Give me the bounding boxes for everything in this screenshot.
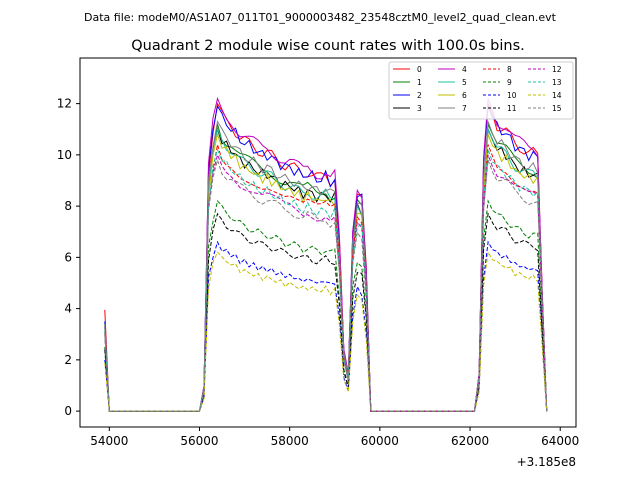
series-line-15 xyxy=(104,158,548,412)
legend-label-13: 13 xyxy=(552,78,562,87)
series-line-1 xyxy=(104,123,548,412)
series-layer xyxy=(104,96,548,412)
y-tick-label: 10 xyxy=(57,148,72,162)
y-tick-label: 8 xyxy=(64,199,72,213)
x-tick-label: 54000 xyxy=(90,434,128,448)
legend-label-7: 7 xyxy=(462,104,467,113)
legend-label-4: 4 xyxy=(462,65,467,74)
y-axis: 0 2 4 6 8 10 12 xyxy=(57,97,80,418)
y-tick-label: 6 xyxy=(64,250,72,264)
legend-label-12: 12 xyxy=(552,65,562,74)
legend-label-8: 8 xyxy=(507,65,512,74)
legend-label-0: 0 xyxy=(417,65,422,74)
series-line-13 xyxy=(104,148,548,412)
legend-label-6: 6 xyxy=(462,91,467,100)
y-tick-label: 2 xyxy=(64,353,72,367)
x-axis: 54000 56000 58000 60000 62000 64000 xyxy=(90,427,579,448)
chart-suptitle: Data file: modeM0/AS1A07_011T01_90000034… xyxy=(84,11,557,24)
series-line-14 xyxy=(104,250,548,412)
y-tick-label: 0 xyxy=(64,404,72,418)
y-tick-label: 4 xyxy=(64,302,72,316)
x-offset-label: +3.185e8 xyxy=(517,455,576,469)
series-line-0 xyxy=(104,102,548,412)
legend-label-14: 14 xyxy=(552,91,562,100)
series-line-11 xyxy=(104,212,548,412)
legend-label-5: 5 xyxy=(462,78,467,87)
legend-label-1: 1 xyxy=(417,78,422,87)
series-line-7 xyxy=(104,120,548,412)
legend-label-15: 15 xyxy=(552,104,562,113)
legend-label-3: 3 xyxy=(417,104,422,113)
series-line-12 xyxy=(104,153,548,412)
series-line-6 xyxy=(104,132,548,412)
legend-label-2: 2 xyxy=(417,91,422,100)
series-line-9 xyxy=(104,199,548,412)
chart-title: Quadrant 2 module wise count rates with … xyxy=(131,38,525,54)
x-tick-label: 58000 xyxy=(271,434,309,448)
y-tick-label: 12 xyxy=(57,97,72,111)
x-tick-label: 64000 xyxy=(541,434,579,448)
series-line-5 xyxy=(104,127,548,412)
legend-frame xyxy=(388,61,574,120)
legend-label-11: 11 xyxy=(507,104,517,113)
series-line-4 xyxy=(104,96,548,412)
legend-label-10: 10 xyxy=(507,91,517,100)
series-line-2 xyxy=(104,104,548,412)
x-tick-label: 62000 xyxy=(451,434,489,448)
legend-label-9: 9 xyxy=(507,78,512,87)
plot-frame xyxy=(79,57,577,428)
x-tick-label: 56000 xyxy=(180,434,218,448)
x-tick-label: 60000 xyxy=(361,434,399,448)
series-line-10 xyxy=(104,240,548,412)
